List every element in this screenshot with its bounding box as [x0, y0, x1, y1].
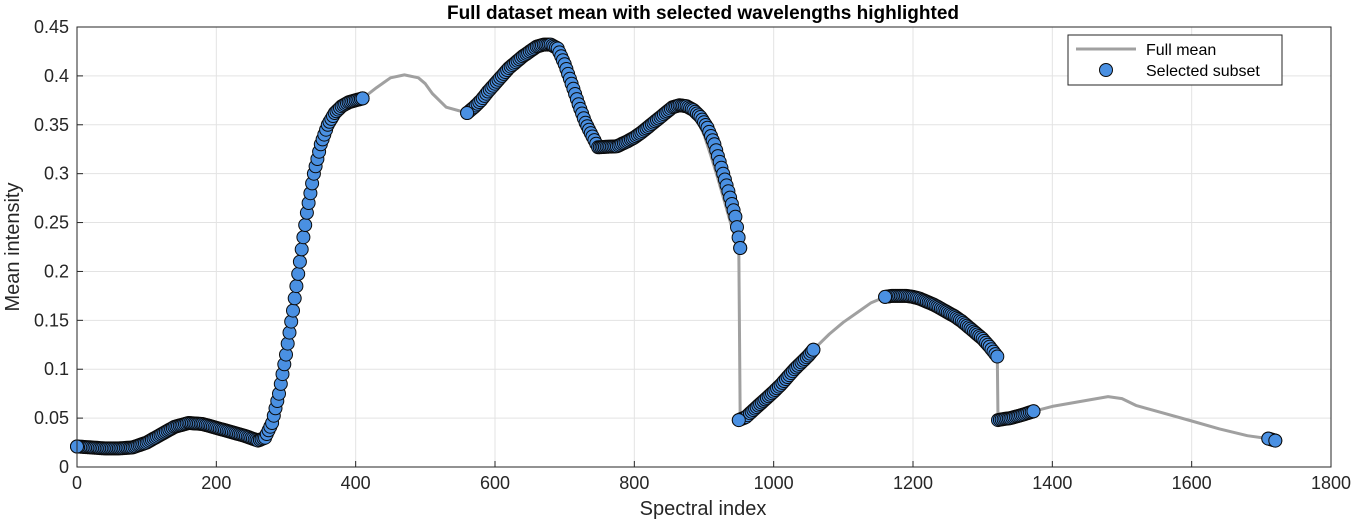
selected-point	[731, 413, 746, 428]
legend-label-selected-subset: Selected subset	[1146, 63, 1260, 80]
x-tick-label: 1600	[1172, 473, 1212, 493]
x-tick-label: 400	[341, 473, 371, 493]
x-axis: 0 200 400 600 800 1000 1200 1400 1600 1800	[72, 461, 1351, 493]
y-tick-label: 0	[59, 457, 69, 477]
plot-box	[76, 26, 1332, 468]
selected-point	[460, 106, 475, 120]
y-axis-label: Mean intensity	[2, 183, 24, 312]
x-tick-label: 1800	[1311, 473, 1351, 493]
legend: Full mean Selected subset	[1067, 34, 1283, 86]
plot-area	[77, 27, 1331, 467]
x-tick-label: 800	[619, 473, 649, 493]
y-tick-label: 0.3	[44, 164, 69, 184]
y-tick-label: 0.15	[34, 310, 69, 330]
x-tick-label: 200	[201, 473, 231, 493]
legend-marker-icon	[1099, 63, 1113, 77]
x-tick-label: 1200	[893, 473, 933, 493]
selected-point	[289, 279, 304, 294]
y-tick-label: 0.05	[34, 408, 69, 428]
selected-subset-series	[70, 37, 1283, 456]
x-axis-label: Spectral index	[640, 498, 767, 520]
y-tick-label: 0.4	[44, 66, 69, 86]
legend-box	[1067, 34, 1283, 86]
selected-point	[286, 303, 300, 318]
selected-point	[294, 242, 309, 257]
y-tick-label: 0.1	[44, 359, 69, 379]
x-tick-label: 1000	[754, 473, 794, 493]
y-tick-label: 0.25	[34, 213, 69, 233]
selected-point	[292, 254, 307, 269]
y-tick-label: 0.45	[34, 17, 69, 37]
y-tick-label: 0.35	[34, 115, 69, 135]
selected-point	[296, 230, 311, 245]
x-tick-label: 600	[480, 473, 510, 493]
selected-point	[1268, 433, 1283, 448]
chart-title: Full dataset mean with selected waveleng…	[447, 3, 959, 24]
selected-point	[1026, 404, 1041, 419]
selected-point	[806, 342, 821, 357]
legend-label-full-mean: Full mean	[1146, 42, 1216, 59]
selected-point	[298, 218, 313, 232]
selected-point	[287, 291, 302, 306]
selected-point	[733, 241, 748, 255]
selected-point	[990, 349, 1005, 364]
selected-point	[291, 266, 306, 281]
y-tick-label: 0.2	[44, 261, 69, 281]
selected-point	[355, 91, 370, 106]
x-tick-label: 0	[72, 473, 82, 493]
selected-point	[878, 289, 893, 304]
x-tick-label: 1400	[1032, 473, 1072, 493]
y-axis: 0 0.05 0.1 0.15 0.2 0.25 0.3 0.35 0.4 0.45	[34, 17, 83, 477]
